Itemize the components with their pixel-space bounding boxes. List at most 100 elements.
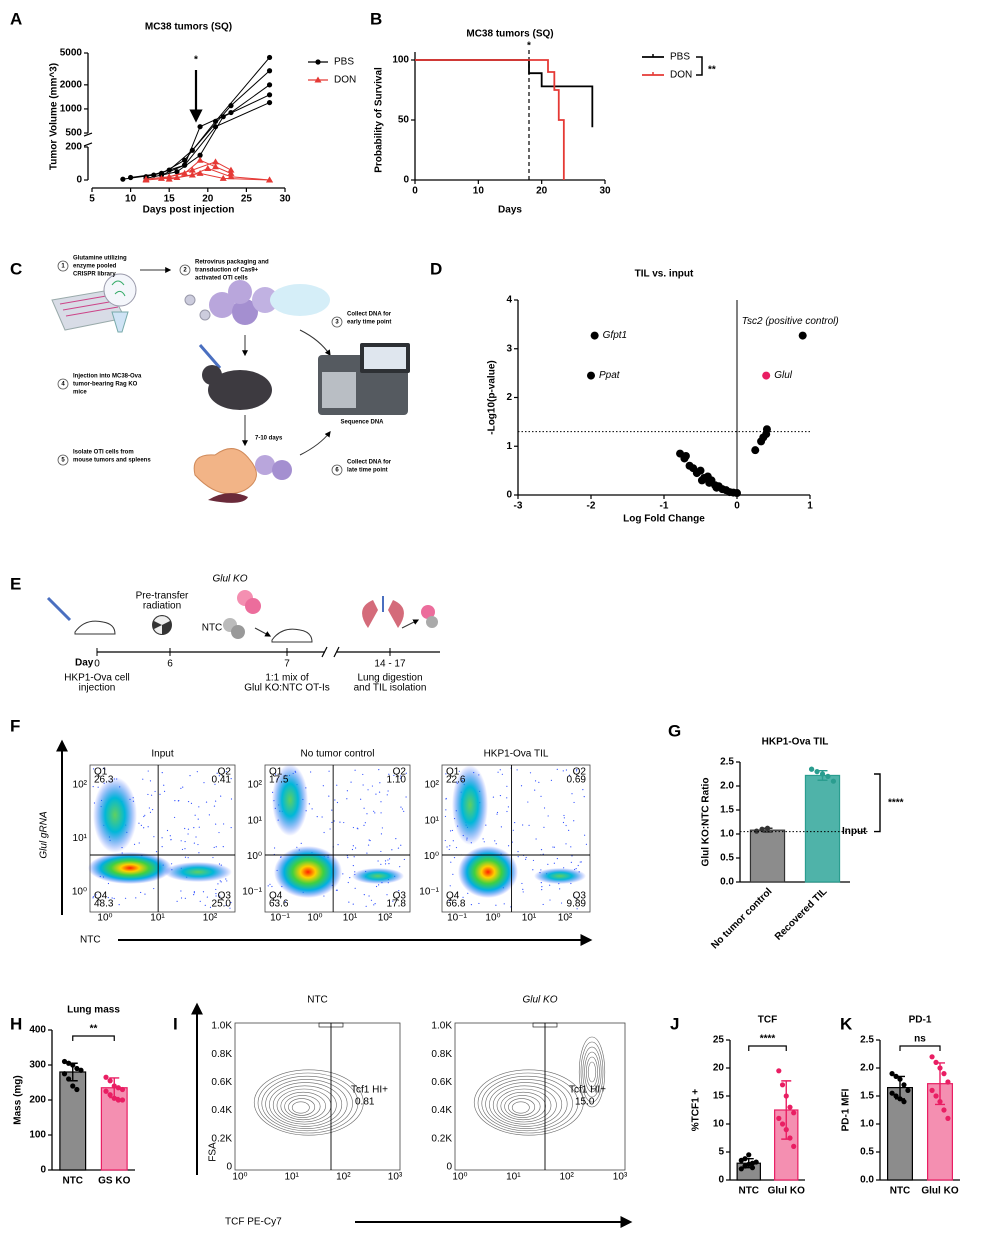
legend-marker	[314, 76, 322, 83]
x-tick-label: -2	[587, 501, 596, 512]
event-dot	[300, 842, 302, 844]
data-point	[937, 1065, 943, 1071]
flow-y-tick: 10²	[73, 780, 88, 791]
event-dot	[193, 827, 195, 829]
event-dot	[215, 823, 217, 825]
event-dot	[275, 773, 277, 775]
event-dot	[535, 838, 537, 840]
event-dot	[151, 808, 154, 811]
contour	[291, 1101, 310, 1114]
y-tick-label: 2000	[60, 79, 83, 90]
event-dot	[374, 812, 376, 814]
x-tick-label: 10	[125, 194, 137, 205]
contour	[580, 1041, 604, 1103]
event-dot	[349, 877, 351, 879]
data-point	[61, 1071, 68, 1077]
event-dot	[133, 843, 136, 845]
event-dot	[206, 896, 208, 898]
data-point	[212, 158, 220, 165]
x-tick-label: NTC	[62, 1176, 83, 1187]
flow-x-tick: 10¹	[150, 913, 165, 924]
panel-letter: E	[10, 574, 21, 593]
axis-break	[83, 132, 93, 147]
event-dot	[308, 803, 310, 805]
step-badge	[179, 264, 191, 276]
event-dot	[140, 824, 142, 826]
event-dot	[527, 801, 529, 803]
data-point	[78, 1067, 84, 1073]
event-dot	[462, 896, 464, 898]
event-dot	[343, 821, 345, 824]
x-tick-label: Glul KO	[768, 1186, 805, 1197]
event-dot	[584, 834, 586, 836]
flow-x-tick: 10⁰	[307, 913, 322, 924]
data-point	[219, 174, 227, 181]
event-dot	[577, 775, 580, 777]
x-tick-label: Glul KO	[921, 1186, 958, 1197]
event-dot	[202, 891, 205, 893]
arrow	[299, 329, 331, 356]
event-dot	[540, 869, 542, 871]
chart-title: Lung mass	[67, 1005, 120, 1016]
event-dot	[547, 815, 549, 817]
mouse	[208, 370, 272, 410]
x-tick-label: 25	[241, 194, 253, 205]
event-dot	[170, 838, 172, 841]
data-point	[103, 1074, 109, 1080]
event-dot	[161, 845, 163, 848]
data-point	[266, 54, 273, 61]
flow-y-label: Glul gRNA	[39, 811, 50, 859]
flow-y-tick: 0.6K	[431, 1077, 452, 1088]
event-dot	[225, 770, 227, 773]
density-cloud	[452, 765, 488, 845]
quadrant-value: 0.69	[567, 775, 587, 786]
x-tick-label: 20	[536, 186, 548, 197]
data-point	[181, 169, 189, 176]
quadrant-name: Q2	[218, 767, 232, 778]
event-dot	[271, 885, 273, 888]
event-dot	[219, 880, 221, 882]
event-dot	[507, 806, 509, 808]
event-dot	[559, 888, 561, 890]
density-cloud	[93, 777, 137, 853]
x-tick-label: GS KO	[98, 1176, 130, 1187]
event-dot	[180, 840, 182, 842]
legend-label: PBS	[670, 52, 690, 63]
flow-x-label: TCF PE-Cy7	[225, 1217, 282, 1228]
step-number: 4	[61, 382, 65, 388]
data-point	[197, 124, 203, 130]
quadrant-name: Q4	[94, 891, 108, 902]
y-tick-label: 2.0	[860, 1063, 874, 1074]
quadrant-value: 1.10	[387, 775, 407, 786]
contour	[508, 1098, 536, 1116]
cell	[252, 287, 278, 313]
event-dot	[448, 899, 451, 902]
event-dot	[497, 771, 499, 773]
event-dot	[187, 800, 190, 803]
event-dot	[138, 822, 140, 824]
chart-title: MC38 tumors (SQ)	[145, 22, 232, 33]
event-dot	[180, 890, 182, 892]
contour	[265, 1079, 348, 1129]
density-cloud	[88, 852, 172, 884]
flow-y-tick: 10¹	[248, 815, 263, 826]
gate-value: 15.0	[575, 1097, 595, 1108]
data-point	[819, 771, 826, 777]
day-value: 6	[167, 659, 173, 670]
y-tick-label: 0.5	[720, 853, 734, 864]
event-dot	[366, 813, 368, 815]
flow-y-tick: 0.6K	[211, 1077, 232, 1088]
event-dot	[218, 831, 220, 834]
event-dot	[316, 815, 318, 818]
event-dot	[364, 822, 366, 824]
x-tick-label: 30	[279, 194, 291, 205]
flow-x-tick: 10⁰	[452, 1172, 467, 1183]
event-dot	[189, 774, 191, 777]
significance-label: ****	[888, 797, 904, 808]
event-dot	[205, 801, 208, 803]
density-cloud	[352, 868, 404, 884]
event-dot	[363, 824, 365, 826]
flow-y-tick: 0.8K	[431, 1049, 452, 1060]
legend-label: PBS	[334, 57, 354, 68]
event-dot	[118, 903, 120, 906]
